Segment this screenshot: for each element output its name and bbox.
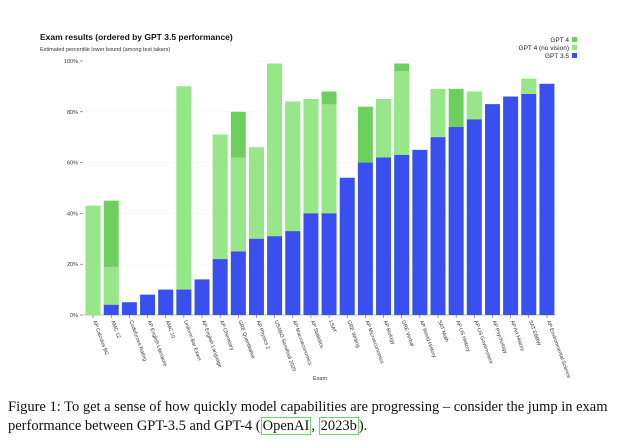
bar-gpt35 <box>212 259 228 315</box>
legend-swatch <box>572 45 577 50</box>
bar-gpt35 <box>140 294 155 315</box>
y-tick-label: 0% <box>70 313 78 319</box>
bar-gpt35 <box>303 213 319 315</box>
x-tick-label: AP US Government <box>472 320 493 365</box>
bar-gpt35 <box>158 289 174 315</box>
citation-year-link[interactable]: 2023b <box>318 417 359 435</box>
legend-swatch <box>572 37 577 42</box>
bar-gpt35 <box>249 238 264 315</box>
bar-gpt35 <box>448 127 464 315</box>
y-tick-label: 80% <box>67 110 78 116</box>
bar-gpt35 <box>339 177 355 315</box>
x-tick-label: Uniform Bar Exam <box>182 320 202 362</box>
x-tick-label: AP Environmental Science <box>545 320 572 380</box>
legend-label: GPT 4 <box>550 37 569 44</box>
x-tick-label: SAT EBRW <box>527 320 542 347</box>
y-tick-label: 40% <box>67 211 78 217</box>
bar-gpt35 <box>321 213 337 315</box>
bar-gpt35 <box>394 154 410 315</box>
bar-gpt35 <box>121 302 137 315</box>
x-tick-label: Codeforces Rating <box>128 320 148 363</box>
x-axis: AP Calculus BC AMC 12 Codeforces RatingAP … <box>91 315 572 380</box>
x-tick-label: AP Physics 2 <box>255 320 271 351</box>
legend-label: GPT 4 (no vision) <box>519 45 569 52</box>
bar-gpt35 <box>539 83 555 315</box>
x-tick-label: AP Art History <box>509 320 526 353</box>
legend-label: GPT 3.5 <box>545 53 569 60</box>
x-tick-label: AP US History <box>454 320 471 353</box>
exam-results-chart: Exam results (ordered by GPT 3.5 perform… <box>40 32 577 382</box>
x-tick-label: LSAT <box>327 320 337 335</box>
bar-gpt35 <box>285 231 301 315</box>
x-tick-label: GRE Writing <box>345 320 361 349</box>
bar-gpt4-no-vision <box>103 266 119 315</box>
x-tick-label: AP Statistics <box>309 320 325 350</box>
bar-gpt35 <box>503 96 519 315</box>
x-tick-label: AP World History <box>418 320 437 359</box>
x-tick-label: AP English Language <box>200 320 223 369</box>
x-tick-label: AP Microeconomics <box>364 320 385 365</box>
bar-gpt35 <box>376 157 391 315</box>
x-tick-label: AMC 10 <box>164 320 176 340</box>
caption-end: ). <box>358 418 368 434</box>
x-tick-label: AP Chemistry <box>218 320 235 352</box>
bars <box>85 63 555 316</box>
bar-gpt35 <box>412 149 428 315</box>
bar-gpt35 <box>521 94 537 316</box>
x-tick-label: AMC 12 <box>109 320 121 340</box>
x-axis-title: Exam <box>313 376 327 382</box>
x-tick-label: AP Calculus BC <box>91 320 109 357</box>
bar-gpt35 <box>230 251 246 315</box>
chart-subtitle: Estimated percentile lower bound (among … <box>40 47 170 53</box>
bar-gpt35 <box>267 236 283 315</box>
x-tick-label: AP English Literature <box>146 320 168 368</box>
bar-gpt35 <box>103 304 119 315</box>
legend-swatch <box>572 53 577 58</box>
bar-gpt4-no-vision <box>176 86 192 316</box>
x-tick-label: SAT Math <box>436 320 449 343</box>
citation-author-link[interactable]: OpenAI <box>260 417 312 435</box>
bar-gpt35 <box>466 119 482 315</box>
bar-gpt35 <box>176 289 192 315</box>
bar-gpt35 <box>485 104 500 316</box>
y-tick-label: 60% <box>67 161 78 167</box>
citation-separator: , <box>311 418 319 434</box>
bar-gpt4-no-vision <box>85 205 101 315</box>
x-tick-label: AP Biology <box>382 320 396 346</box>
x-tick-label: GRE Verbal <box>400 320 415 348</box>
x-tick-label: AP Psychology <box>491 320 509 355</box>
y-tick-label: 20% <box>67 262 78 268</box>
caption-text: Figure 1: To get a sense of how quickly … <box>8 399 608 434</box>
chart-title: Exam results (ordered by GPT 3.5 perform… <box>40 32 233 42</box>
x-tick-label: AP Macroeconomics <box>291 320 313 367</box>
x-tick-label: GRE Quantitative <box>236 320 255 360</box>
bar-gpt35 <box>357 162 373 315</box>
figure-caption: Figure 1: To get a sense of how quickly … <box>8 398 636 436</box>
y-tick-label: 100% <box>64 59 78 65</box>
bar-gpt35 <box>194 279 210 315</box>
bar-gpt35 <box>430 137 446 315</box>
